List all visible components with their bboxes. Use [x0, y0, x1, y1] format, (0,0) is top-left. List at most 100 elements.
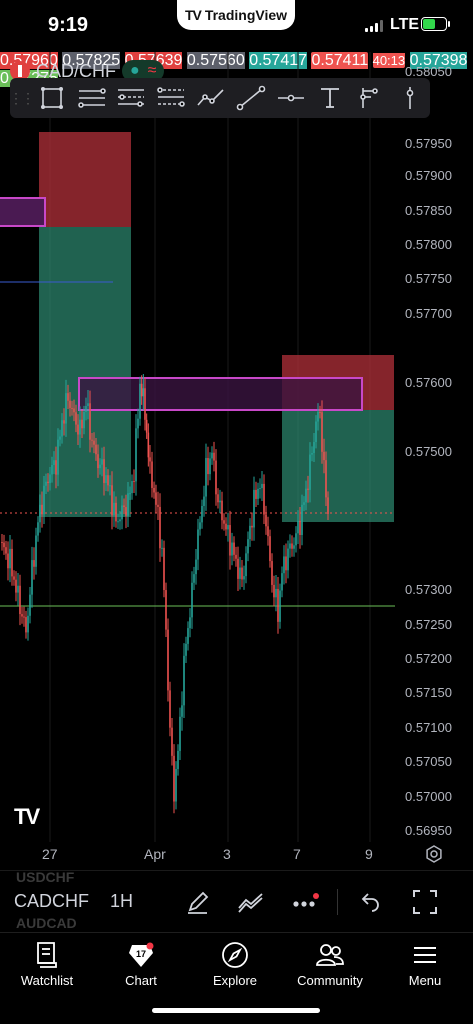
candle-body — [257, 488, 259, 499]
candle-body — [147, 432, 150, 458]
fullscreen-icon[interactable] — [410, 887, 440, 917]
vertical-line-icon[interactable] — [390, 78, 430, 118]
watchlist-icon — [37, 942, 57, 968]
last-price-tag: 0.57411 — [311, 52, 369, 69]
candle-body — [97, 454, 99, 469]
candle-body — [265, 514, 267, 527]
candle-body — [319, 412, 321, 414]
candle-body — [271, 561, 273, 585]
chart-settings-icon[interactable] — [425, 845, 443, 863]
candle-body — [239, 567, 241, 579]
symbol-selector[interactable]: CADCHF — [14, 891, 89, 911]
nav-label: Menu — [408, 973, 442, 988]
horizontal-line-icon[interactable] — [271, 78, 311, 118]
price-tick: 0.57250 — [405, 617, 452, 632]
nav-menu[interactable]: Menu — [378, 941, 472, 988]
rectangle-icon[interactable] — [32, 78, 72, 118]
undo-icon[interactable] — [355, 887, 385, 917]
candle-body — [117, 521, 119, 523]
candle-body — [73, 408, 75, 413]
menu-icon — [414, 947, 436, 963]
stop-zone-left — [39, 132, 131, 227]
candle-body — [69, 400, 71, 408]
candle-body — [185, 643, 187, 656]
candle-body — [171, 727, 173, 756]
candle-body — [65, 393, 67, 424]
timeframe-selector[interactable]: 1H — [110, 891, 134, 911]
trend-line-icon[interactable] — [231, 78, 271, 118]
text-icon[interactable] — [311, 78, 351, 118]
chart-area[interactable]: CAD/CHF ● ≈ ⋮⋮ — [0, 52, 473, 870]
nav-watchlist[interactable]: Watchlist — [0, 941, 94, 988]
candle-body — [221, 500, 223, 521]
candle-body — [247, 539, 249, 554]
nav-label: Community — [297, 973, 363, 988]
candle-body — [225, 523, 227, 530]
candle-body — [113, 502, 115, 516]
candle-body — [317, 412, 319, 422]
candle-body — [127, 493, 129, 516]
candle-body — [137, 418, 139, 429]
candle-body — [139, 383, 141, 419]
status-time: 9:19 — [48, 14, 89, 36]
candle-body — [179, 716, 181, 751]
candle-body — [9, 548, 11, 569]
candle-body — [45, 481, 47, 486]
candle-body — [203, 496, 205, 506]
candle-body — [261, 483, 263, 489]
candle-body — [201, 505, 203, 523]
candle-body — [231, 542, 233, 556]
drawing-tools-pen-icon[interactable] — [183, 887, 213, 917]
indicators-icon[interactable] — [236, 887, 266, 917]
candle-body — [93, 440, 95, 445]
path-icon[interactable] — [191, 78, 231, 118]
nav-chart[interactable]: 17 Chart — [94, 941, 188, 988]
price-plot[interactable] — [0, 52, 473, 870]
market-status-pill[interactable]: ● ≈ — [122, 60, 165, 82]
nav-explore[interactable]: Explore — [188, 941, 282, 988]
candle-body — [13, 576, 15, 580]
candle-body — [193, 574, 195, 583]
price-tick: 0.57850 — [405, 203, 452, 218]
drag-handle-icon[interactable]: ⋮⋮ — [9, 89, 35, 106]
toolbar-divider — [337, 889, 338, 915]
candle-body — [223, 520, 225, 524]
candle-body — [61, 420, 63, 437]
candle-body — [157, 504, 159, 507]
candle-body — [307, 488, 309, 490]
candle-body — [145, 419, 148, 433]
nav-community[interactable]: Community — [283, 941, 377, 988]
nav-label: Watchlist — [20, 973, 74, 988]
fib-extension-icon[interactable] — [151, 78, 191, 118]
symbol-header[interactable]: CAD/CHF ● ≈ — [10, 60, 165, 82]
price-tick: 0.57000 — [405, 789, 452, 804]
long-position-icon[interactable] — [350, 78, 390, 118]
time-label: 27 — [42, 846, 58, 862]
candle-body — [41, 504, 43, 515]
candle-body — [283, 556, 285, 574]
candle-body — [63, 420, 65, 424]
candle-body — [1, 542, 3, 543]
candle-body — [23, 616, 25, 618]
candle-body — [325, 460, 327, 498]
fib-retracement-icon[interactable] — [112, 78, 152, 118]
candles — [1, 374, 329, 814]
network-label: LTE — [390, 16, 420, 33]
app-banner: TV TradingView — [177, 0, 295, 30]
symbol-label: CAD/CHF — [36, 60, 116, 81]
candle-body — [131, 481, 133, 494]
magenta-box-mid — [78, 377, 363, 411]
price-tag-entry-right: 0.57560 — [186, 52, 245, 69]
candle-body — [207, 458, 209, 475]
candle-body — [159, 506, 161, 549]
candle-body — [153, 487, 155, 493]
more-options-icon[interactable] — [291, 887, 321, 917]
parallel-channel-icon[interactable] — [72, 78, 112, 118]
candle-body — [267, 526, 269, 537]
candle-body — [103, 459, 105, 483]
candle-body — [59, 436, 61, 440]
price-tick: 0.57800 — [405, 237, 452, 252]
candle-body — [155, 492, 157, 505]
candle-body — [115, 502, 117, 522]
candle-body — [327, 497, 329, 514]
